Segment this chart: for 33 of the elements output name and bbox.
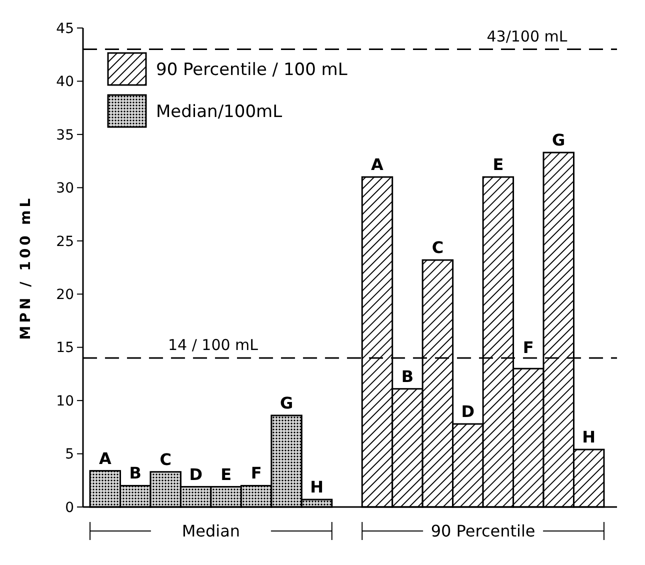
x-tick-label: A (371, 155, 384, 174)
x-tick-label: E (492, 155, 504, 174)
x-tick-label: C (160, 450, 172, 469)
y-tick-label: 0 (65, 500, 74, 516)
x-tick-label: D (189, 464, 202, 484)
x-tick-label: C (432, 238, 444, 258)
text: Median (182, 522, 240, 541)
y-axis-title: MPN / 100 mL (18, 195, 34, 340)
x-tick-label: B (129, 464, 142, 483)
x-tick-label: H (310, 478, 324, 497)
y-tick-label: 35 (56, 127, 74, 144)
y-tick-label: 25 (56, 234, 74, 250)
x-tick-label: G (552, 130, 566, 150)
ref-line-label: 14 / 100 mL (168, 336, 259, 354)
y-tick-label: 20 (56, 287, 74, 304)
x-tick-label: G (280, 393, 294, 412)
y-tick-label: 5 (65, 446, 74, 463)
x-tick-label: B (401, 366, 414, 386)
x-tick-label: F (522, 338, 534, 357)
legend-label: 90 Percentile / 100 mL (156, 60, 348, 80)
x-tick-label: D (461, 402, 475, 421)
y-tick-label: 30 (56, 180, 74, 197)
x-tick-label: F (250, 464, 262, 483)
y-tick-label: 40 (56, 74, 74, 90)
x-tick-label: E (220, 464, 232, 484)
y-tick-label: 15 (56, 340, 74, 356)
x-tick-label: A (98, 448, 112, 468)
y-tick-label: 10 (56, 393, 74, 410)
x-tick-label: H (582, 428, 596, 447)
y-tick-label: 45 (56, 20, 74, 37)
legend-label: Median/100mL (156, 102, 283, 122)
ref-line-label: 43/100 mL (486, 27, 568, 46)
text: 90 Percentile (430, 522, 536, 541)
